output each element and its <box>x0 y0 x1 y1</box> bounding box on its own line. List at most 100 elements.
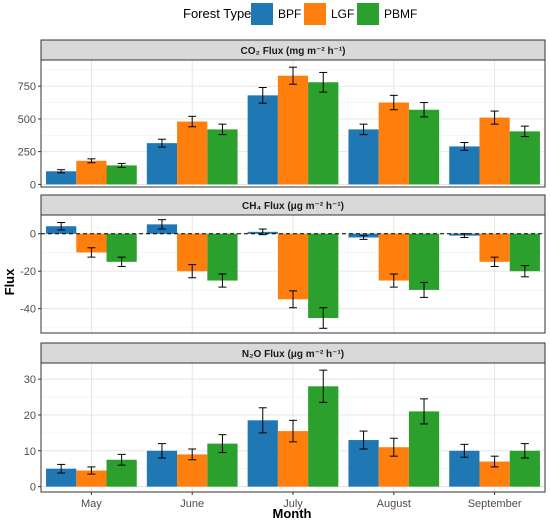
x-tick-label-july: July <box>283 498 303 510</box>
bar-bpf-may <box>46 468 77 487</box>
bar-bpf-september <box>449 146 480 185</box>
y-axis-title: Flux <box>2 268 17 295</box>
panel-3: N₂O Flux (μg m⁻² h⁻¹) 0 10 20 30 May June July A… <box>24 342 546 510</box>
error-bar-pbmf-august <box>420 398 429 425</box>
error-bar-bpf-august <box>359 430 368 450</box>
error-bar-pbmf-july <box>319 369 328 403</box>
bar-pbmf-september <box>509 131 540 185</box>
legend-label-bpf: BPF <box>278 7 301 21</box>
legend-item-bpf: BPF <box>251 3 301 25</box>
y-tick-label: -20 <box>20 266 36 278</box>
error-bar-lgf-september <box>490 455 499 468</box>
legend-label-lgf: LGF <box>331 7 354 21</box>
bar-lgf-may <box>76 160 107 185</box>
bar-pbmf-june <box>207 233 238 281</box>
error-bar-bpf-july <box>258 86 267 104</box>
error-bar-bpf-august <box>359 235 368 240</box>
error-bar-pbmf-july <box>319 71 328 93</box>
panel-title: CH₄ Flux (μg m⁻² h⁻¹) <box>242 201 344 212</box>
legend: Forest Type BPF LGF PBMF <box>183 3 417 25</box>
error-bar-lgf-june <box>188 448 197 461</box>
legend-label-pbmf: PBMF <box>384 7 417 21</box>
legend-items: BPF LGF PBMF <box>251 3 417 25</box>
error-bar-bpf-july <box>258 228 267 236</box>
error-bar-lgf-june <box>188 264 197 279</box>
error-bar-lgf-july <box>289 419 297 443</box>
bar-lgf-july <box>277 233 309 300</box>
error-bar-lgf-may <box>87 247 96 258</box>
panel-2: CH₄ Flux (μg m⁻² h⁻¹) -40 -20 0 <box>20 194 546 334</box>
bar-pbmf-july <box>308 233 339 319</box>
error-bar-pbmf-july <box>319 307 328 329</box>
error-bar-lgf-may <box>87 466 96 475</box>
legend-swatch-lgf <box>304 3 326 25</box>
error-bar-bpf-may <box>57 221 66 231</box>
error-bar-pbmf-june <box>218 123 227 136</box>
error-bar-lgf-september <box>490 110 499 125</box>
error-bar-pbmf-september <box>520 443 529 459</box>
bar-lgf-september <box>479 117 510 185</box>
x-tick-label-may: May <box>81 498 102 510</box>
bar-pbmf-august <box>408 109 440 185</box>
y-tick-label: 0 <box>30 482 36 494</box>
panel-title: CO₂ Flux (mg m⁻² h⁻¹) <box>241 46 346 57</box>
error-bar-lgf-august <box>389 94 398 111</box>
error-bar-bpf-july <box>258 407 267 434</box>
y-tick-label: 20 <box>24 410 36 422</box>
error-bar-bpf-september <box>460 141 469 151</box>
bar-pbmf-july <box>308 82 339 185</box>
error-bar-lgf-august <box>389 437 398 457</box>
error-bar-bpf-june <box>157 138 166 148</box>
bar-pbmf-june <box>207 129 238 185</box>
error-bar-bpf-june <box>157 219 166 230</box>
error-bar-pbmf-may <box>117 453 126 466</box>
bar-pbmf-may <box>106 165 137 185</box>
y-tick-label: 0 <box>30 229 36 241</box>
legend-item-pbmf: PBMF <box>357 3 417 25</box>
legend-item-lgf: LGF <box>304 3 354 25</box>
error-bar-pbmf-august <box>420 102 429 118</box>
error-bar-pbmf-june <box>218 434 227 454</box>
bar-lgf-may <box>76 470 107 487</box>
bar-lgf-june <box>177 121 208 185</box>
error-bar-bpf-june <box>157 443 166 459</box>
error-bar-lgf-august <box>389 273 398 288</box>
error-bar-pbmf-may <box>117 162 126 168</box>
error-bar-pbmf-june <box>218 273 227 288</box>
panel-title: N₂O Flux (μg m⁻² h⁻¹) <box>242 349 344 360</box>
y-tick-label: 10 <box>24 446 36 458</box>
bar-lgf-july <box>277 75 309 185</box>
error-bar-bpf-september <box>460 443 469 458</box>
error-bar-lgf-july <box>289 66 297 85</box>
x-tick-label-september: September <box>468 498 522 510</box>
facet-panels: CO₂ Flux (mg m⁻² h⁻¹) 0 250 500 750 CH₄ Flux … <box>18 39 546 510</box>
error-bar-lgf-july <box>289 290 297 309</box>
x-axis-title: Month <box>273 506 312 521</box>
panel-1: CO₂ Flux (mg m⁻² h⁻¹) 0 250 500 750 <box>18 39 546 191</box>
y-tick-label: 500 <box>18 114 36 126</box>
x-tick-label-august: August <box>377 498 411 510</box>
bar-bpf-june <box>146 143 178 185</box>
error-bar-bpf-may <box>57 169 66 174</box>
legend-title: Forest Type <box>183 6 251 21</box>
bar-pbmf-july <box>308 386 339 487</box>
bar-bpf-august <box>348 129 379 185</box>
panel-border <box>40 59 546 188</box>
bar-lgf-august <box>378 102 409 185</box>
x-tick-label-june: June <box>180 498 204 510</box>
error-bar-lgf-september <box>490 256 499 268</box>
bar-lgf-may <box>76 233 107 253</box>
error-bar-pbmf-september <box>520 265 529 278</box>
bar-pbmf-august <box>408 233 440 290</box>
y-tick-label: -40 <box>20 304 36 316</box>
error-bar-bpf-august <box>359 123 368 136</box>
legend-swatch-pbmf <box>357 3 379 25</box>
error-bar-pbmf-september <box>520 125 529 138</box>
y-tick-label: 30 <box>24 374 36 386</box>
bar-lgf-august <box>378 233 409 281</box>
bar-bpf-july <box>247 95 278 185</box>
bar-pbmf-september <box>509 233 540 272</box>
y-tick-label: 0 <box>30 179 36 191</box>
bar-bpf-may <box>46 171 77 185</box>
